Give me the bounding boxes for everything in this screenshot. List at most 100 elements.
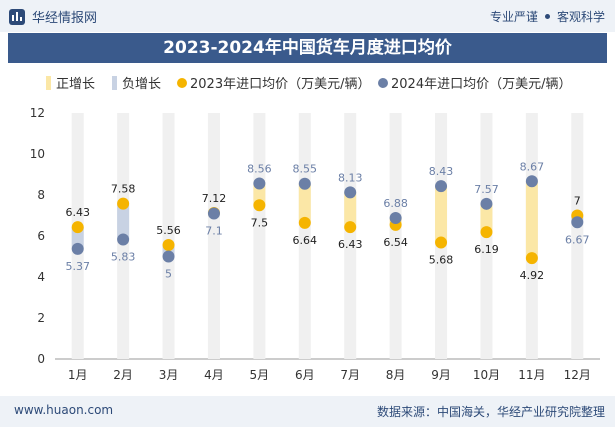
point-2023 (71, 221, 84, 234)
y-tick-label: 4 (37, 270, 45, 284)
data-label-2023: 7.5 (251, 216, 269, 229)
brand-logo-icon (9, 8, 25, 25)
x-tick-label: 10月 (473, 368, 500, 382)
y-tick-label: 6 (37, 229, 45, 243)
point-2024 (298, 177, 311, 190)
data-label-2023: 5.56 (156, 224, 181, 237)
brand-logo[interactable]: 华经情报网 (8, 7, 97, 26)
data-label-2024: 6.88 (383, 197, 408, 210)
decrease-bar (117, 203, 130, 240)
decrease-bar (71, 227, 84, 249)
slogan-tag-2: 客观科学 (556, 10, 605, 24)
y-tick-label: 10 (30, 147, 45, 161)
legend-up-swatch (46, 76, 51, 90)
x-tick-label: 3月 (159, 368, 179, 382)
background-column (389, 113, 402, 359)
x-tick-label: 6月 (295, 368, 315, 382)
point-2023 (253, 199, 266, 212)
separator-dot-icon (544, 14, 550, 19)
chart: 正增长 负增长 2023年进口均价（万美元/辆） 2024年进口均价（万美元/辆） 0 2… (30, 76, 600, 382)
increase-bar (435, 186, 448, 243)
data-label-2024: 8.43 (429, 165, 454, 178)
x-tick-label: 8月 (386, 368, 406, 382)
legend-2023-marker (177, 78, 187, 88)
increase-bar (298, 183, 311, 223)
increase-bar (525, 181, 538, 259)
brand-name: 华经情报网 (32, 11, 98, 26)
point-2023 (298, 216, 311, 229)
increase-bar (253, 183, 266, 206)
slogan-tag-1: 专业严谨 (489, 10, 538, 24)
data-label-2024: 5.37 (65, 260, 90, 273)
point-2023 (344, 221, 357, 234)
website-link[interactable]: www.huaon.com (14, 403, 114, 417)
point-2023 (525, 252, 538, 265)
data-label-2023: 4.92 (520, 269, 545, 282)
chart-title: 2023-2024年中国货车月度进口均价 (8, 33, 607, 63)
legend-2024-label: 2024年进口均价（万美元/辆） (391, 77, 571, 92)
legend-down-swatch (112, 76, 117, 90)
background-column (162, 113, 175, 359)
data-label-2024: 6.67 (565, 233, 590, 246)
legend-2023-label: 2023年进口均价（万美元/辆） (190, 77, 370, 92)
background-column (253, 113, 266, 359)
footer: www.huaon.com 数据来源：中国海关，华经产业研究院整理 (0, 396, 615, 427)
point-2024 (389, 211, 402, 224)
x-tick-label: 1月 (68, 368, 88, 382)
x-tick-label: 12月 (564, 368, 591, 382)
point-2024 (344, 186, 357, 199)
y-tick-label: 12 (30, 106, 45, 120)
x-tick-label: 4月 (204, 368, 224, 382)
y-tick-label: 2 (37, 311, 45, 325)
point-2024 (207, 207, 220, 220)
point-2024 (480, 197, 493, 210)
point-2024 (117, 233, 130, 246)
background-column (298, 113, 311, 359)
point-2024 (162, 250, 175, 263)
data-label-2024: 8.13 (338, 171, 363, 184)
data-label-2024: 5 (165, 268, 172, 281)
x-tick-label: 9月 (431, 368, 451, 382)
top-bar: 华经情报网 专业严谨 客观科学 (0, 0, 615, 32)
data-label-2023: 6.19 (474, 243, 499, 256)
point-2023 (480, 226, 493, 239)
data-label-2024: 7.1 (205, 224, 223, 237)
x-tick-label: 11月 (518, 368, 545, 382)
data-label-2024: 8.55 (293, 163, 318, 176)
point-2024 (253, 177, 266, 190)
y-tick-label: 0 (37, 352, 45, 366)
point-2024 (571, 216, 584, 229)
background-column (571, 113, 584, 359)
point-2024 (71, 242, 84, 255)
x-tick-label: 5月 (250, 368, 270, 382)
data-label-2024: 8.56 (247, 163, 272, 176)
x-tick-label: 2月 (113, 368, 133, 382)
legend-2024-marker (378, 78, 388, 88)
legend-up-label: 正增长 (56, 77, 95, 92)
data-label-2023: 5.68 (429, 254, 454, 267)
x-tick-label: 7月 (340, 368, 360, 382)
data-label-2024: 8.67 (520, 160, 545, 173)
point-2024 (525, 175, 538, 188)
y-tick-label: 8 (37, 188, 45, 202)
data-label-2024: 5.83 (111, 250, 136, 263)
data-label-2023: 6.43 (65, 206, 90, 219)
slogan: 专业严谨 客观科学 (490, 8, 605, 25)
increase-bar (344, 192, 357, 228)
data-label-2023: 6.54 (383, 236, 408, 249)
data-label-2023: 7 (574, 195, 581, 208)
data-source: 数据来源：中国海关，华经产业研究院整理 (376, 405, 605, 419)
increase-bar (480, 203, 493, 233)
background-column (344, 113, 357, 359)
point-2023 (162, 239, 175, 252)
data-label-2024: 7.57 (474, 183, 499, 196)
background-column (207, 113, 220, 359)
data-label-2023: 7.12 (202, 192, 227, 205)
data-label-2023: 6.64 (293, 234, 318, 247)
legend-down-label: 负增长 (122, 77, 161, 92)
point-2024 (435, 180, 448, 193)
point-2023 (435, 236, 448, 249)
point-2023 (117, 197, 130, 210)
data-label-2023: 6.43 (338, 238, 363, 251)
data-label-2023: 7.58 (111, 183, 136, 196)
